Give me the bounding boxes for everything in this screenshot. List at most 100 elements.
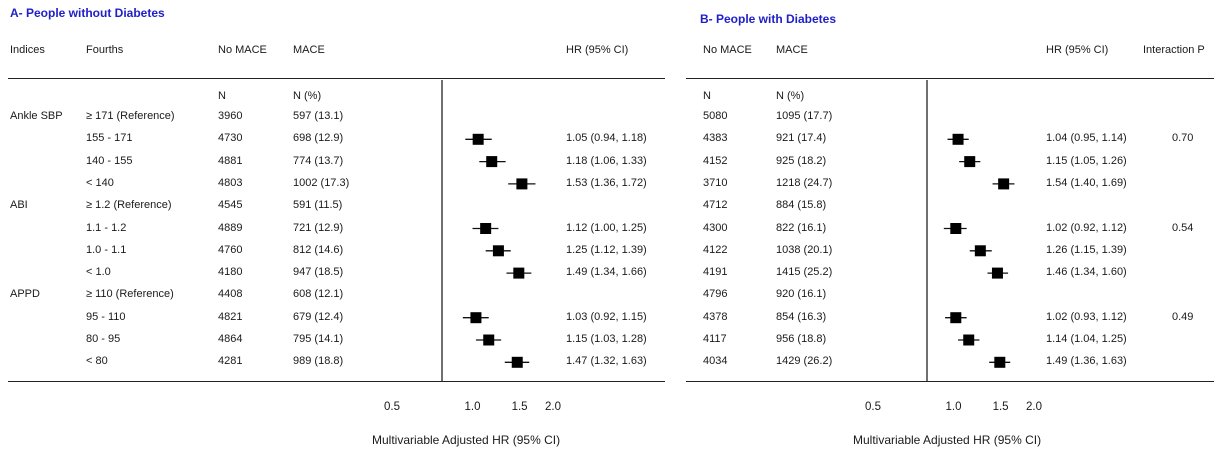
hr-point <box>472 133 484 145</box>
row-hr-text-b: 1.54 (1.40, 1.69) <box>1046 176 1127 189</box>
row-mace: 591 (11.5) <box>293 199 343 212</box>
row-index-label: APPD <box>10 288 40 301</box>
row-mace-b: 1415 (25.2) <box>776 266 833 279</box>
row-no-mace: 4730 <box>218 132 243 145</box>
row-mace-b: 921 (17.4) <box>776 132 827 145</box>
row-mace-b: 925 (18.2) <box>776 154 827 167</box>
row-hr-text: 1.53 (1.36, 1.72) <box>566 176 647 189</box>
n-label: N <box>218 90 226 102</box>
row-hr-text-b: 1.26 (1.15, 1.39) <box>1046 243 1127 256</box>
row-no-mace: 4864 <box>218 333 243 345</box>
row-mace-b: 920 (16.1) <box>776 288 827 301</box>
row-fourth-label: ≥ 110 (Reference) <box>86 288 174 301</box>
row-hr-text: 1.49 (1.34, 1.66) <box>566 266 647 279</box>
row-mace-b: 1095 (17.7) <box>776 110 833 122</box>
row-hr-text-b: 1.02 (0.93, 1.12) <box>1046 310 1127 323</box>
row-mace: 812 (14.6) <box>293 243 344 256</box>
row-no-mace-b: 4378 <box>703 310 728 323</box>
row-no-mace: 4881 <box>218 154 243 167</box>
row-hr-text-b: 1.14 (1.04, 1.25) <box>1046 333 1127 345</box>
panel-a-bottom-rule <box>8 381 665 382</box>
hr-point-b <box>963 334 975 346</box>
col-header-mace-b: MACE <box>776 44 808 56</box>
x-tick-label: 0.5 <box>384 401 400 413</box>
x-tick-label: 1.0 <box>465 401 481 413</box>
row-no-mace: 4281 <box>218 355 243 368</box>
row-hr-text-b: 1.49 (1.36, 1.63) <box>1046 355 1127 368</box>
row-no-mace: 4821 <box>218 310 243 323</box>
hr-point-b <box>964 156 976 168</box>
hr-point <box>483 334 495 346</box>
row-fourth-label: < 1.0 <box>86 266 111 279</box>
row-fourth-label: < 140 <box>86 176 114 189</box>
row-fourth-label: 95 - 110 <box>86 310 126 323</box>
col-header-hr: HR (95% CI) <box>566 44 629 56</box>
panel-b-x-axis-title: Multivariable Adjusted HR (95% CI) <box>853 433 1042 447</box>
row-fourth-label: ≥ 171 (Reference) <box>86 110 175 122</box>
x-tick-label-b: 1.0 <box>946 401 962 413</box>
row-mace-b: 1038 (20.1) <box>776 243 833 256</box>
row-mace: 608 (12.1) <box>293 288 344 301</box>
x-tick-label: 2.0 <box>545 401 561 413</box>
row-hr-text-b: 1.04 (0.95, 1.14) <box>1046 132 1127 145</box>
row-mace: 774 (13.7) <box>293 154 344 167</box>
panel-a-top-rule <box>8 78 665 79</box>
row-fourth-label: 140 - 155 <box>86 154 133 167</box>
row-no-mace-b: 4117 <box>703 333 727 345</box>
panel-a-x-axis-title: Multivariable Adjusted HR (95% CI) <box>372 433 561 447</box>
hr-point-b <box>998 178 1010 190</box>
row-interaction-p: 0.49 <box>1172 310 1194 323</box>
row-hr-text: 1.12 (1.00, 1.25) <box>566 221 647 234</box>
row-index-label: Ankle SBP <box>10 110 63 122</box>
col-header-hr-b: HR (95% CI) <box>1046 44 1109 56</box>
row-hr-text: 1.03 (0.92, 1.15) <box>566 310 647 323</box>
hr-point-b <box>991 267 1003 279</box>
row-no-mace-b: 3710 <box>703 176 728 189</box>
col-header-interaction: Interaction P <box>1143 44 1205 56</box>
row-mace: 989 (18.8) <box>293 355 344 368</box>
row-hr-text-b: 1.15 (1.05, 1.26) <box>1046 154 1127 167</box>
row-hr-text-b: 1.02 (0.92, 1.12) <box>1046 221 1127 234</box>
col-header-no-mace-b: No MACE <box>703 44 752 56</box>
row-mace: 947 (18.5) <box>293 266 344 279</box>
row-fourth-label: 1.0 - 1.1 <box>86 243 127 256</box>
row-no-mace: 4889 <box>218 221 243 234</box>
row-no-mace: 3960 <box>218 110 243 122</box>
panel-b-bottom-rule <box>686 381 1214 382</box>
row-no-mace: 4760 <box>218 243 243 256</box>
row-no-mace-b: 4796 <box>703 288 728 301</box>
hr-point-b <box>952 133 964 145</box>
row-no-mace-b: 4122 <box>703 243 728 256</box>
row-interaction-p: 0.70 <box>1172 132 1194 145</box>
row-mace: 679 (12.4) <box>293 310 344 323</box>
row-hr-text-b: 1.46 (1.34, 1.60) <box>1046 266 1127 279</box>
row-no-mace: 4545 <box>218 199 243 212</box>
row-mace: 698 (12.9) <box>293 132 344 145</box>
col-header-mace: MACE <box>293 44 325 56</box>
row-mace: 597 (13.1) <box>293 110 344 122</box>
row-mace: 795 (14.1) <box>293 333 344 345</box>
n-pct-label: N (%) <box>293 90 322 102</box>
row-mace: 1002 (17.3) <box>293 176 350 189</box>
row-hr-text: 1.25 (1.12, 1.39) <box>566 243 647 256</box>
hr-point <box>492 245 504 257</box>
row-no-mace: 4803 <box>218 176 243 189</box>
hr-point <box>511 356 523 368</box>
row-index-label: ABI <box>10 199 28 212</box>
row-mace: 721 (12.9) <box>293 221 344 234</box>
x-tick-label: 1.5 <box>512 401 528 413</box>
row-no-mace: 4180 <box>218 266 243 279</box>
panel-a-title: A- People without Diabetes <box>10 6 165 20</box>
row-fourth-label: 80 - 95 <box>86 333 121 345</box>
col-header-no-mace: No MACE <box>218 44 267 56</box>
row-mace-b: 822 (16.1) <box>776 221 827 234</box>
row-no-mace-b: 4300 <box>703 221 728 234</box>
n-pct-label-b: N (%) <box>776 90 805 102</box>
row-mace-b: 854 (16.3) <box>776 310 827 323</box>
row-no-mace-b: 4712 <box>703 199 728 212</box>
hr-point-b <box>974 245 986 257</box>
col-header-fourths: Fourths <box>86 44 124 56</box>
row-fourth-label: ≥ 1.2 (Reference) <box>86 199 172 212</box>
row-hr-text: 1.18 (1.06, 1.33) <box>566 154 647 167</box>
